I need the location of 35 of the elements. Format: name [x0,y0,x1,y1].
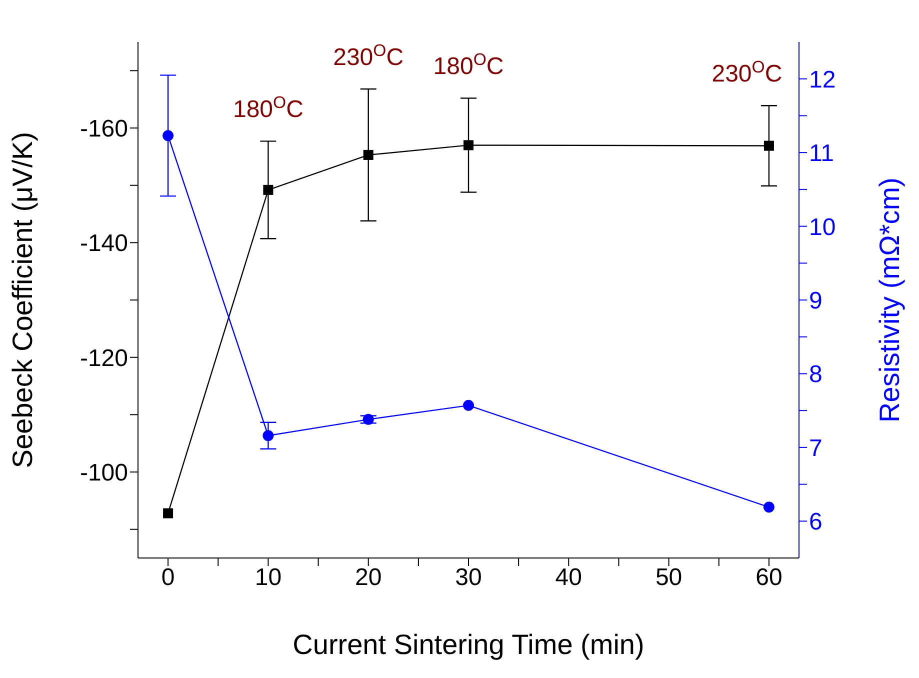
x-tick-label: 50 [655,564,682,592]
y2-tick-label: 9 [809,288,822,315]
y2-axis-title: Resistivity (mΩ*cm) [874,178,905,422]
x-tick-label: 20 [354,564,382,592]
y2-tick-label: 7 [809,434,822,462]
y2-tick-label: 6 [809,508,822,536]
y2-tick-label: 10 [809,214,836,241]
point [763,502,774,513]
point [262,430,274,442]
point [463,400,474,411]
point [363,150,374,160]
annotation: 180$^{O}$C [232,92,304,124]
point [464,140,474,150]
x-tick-label: 30 [455,564,482,592]
point [162,130,174,142]
point [362,414,374,425]
point [163,508,174,518]
annotation: 230$^{O}$C [712,57,782,88]
y-tick-label: -160 [80,116,128,143]
annotation: 180$^{O}$C [433,50,504,80]
x-tick-label: 10 [254,564,282,592]
x-tick-label: 40 [555,564,582,592]
y2-tick-label: 8 [809,361,822,388]
x-tick-label: 0 [161,564,175,592]
x-axis-title: Current Sintering Time (min) [292,629,644,660]
y-tick-label: -140 [80,230,128,258]
y2-tick-label: 11 [809,140,834,168]
y-tick-label: -120 [80,344,128,372]
x-tick-label: 60 [756,564,782,592]
point [764,140,774,151]
point [263,184,274,195]
y2-tick-label: 12 [809,66,836,94]
annotation: 230$^{O}$C [333,40,404,72]
y-tick-label: -100 [80,460,128,487]
y-axis-title: Seebeck Coefficient (μV/K) [6,132,38,468]
